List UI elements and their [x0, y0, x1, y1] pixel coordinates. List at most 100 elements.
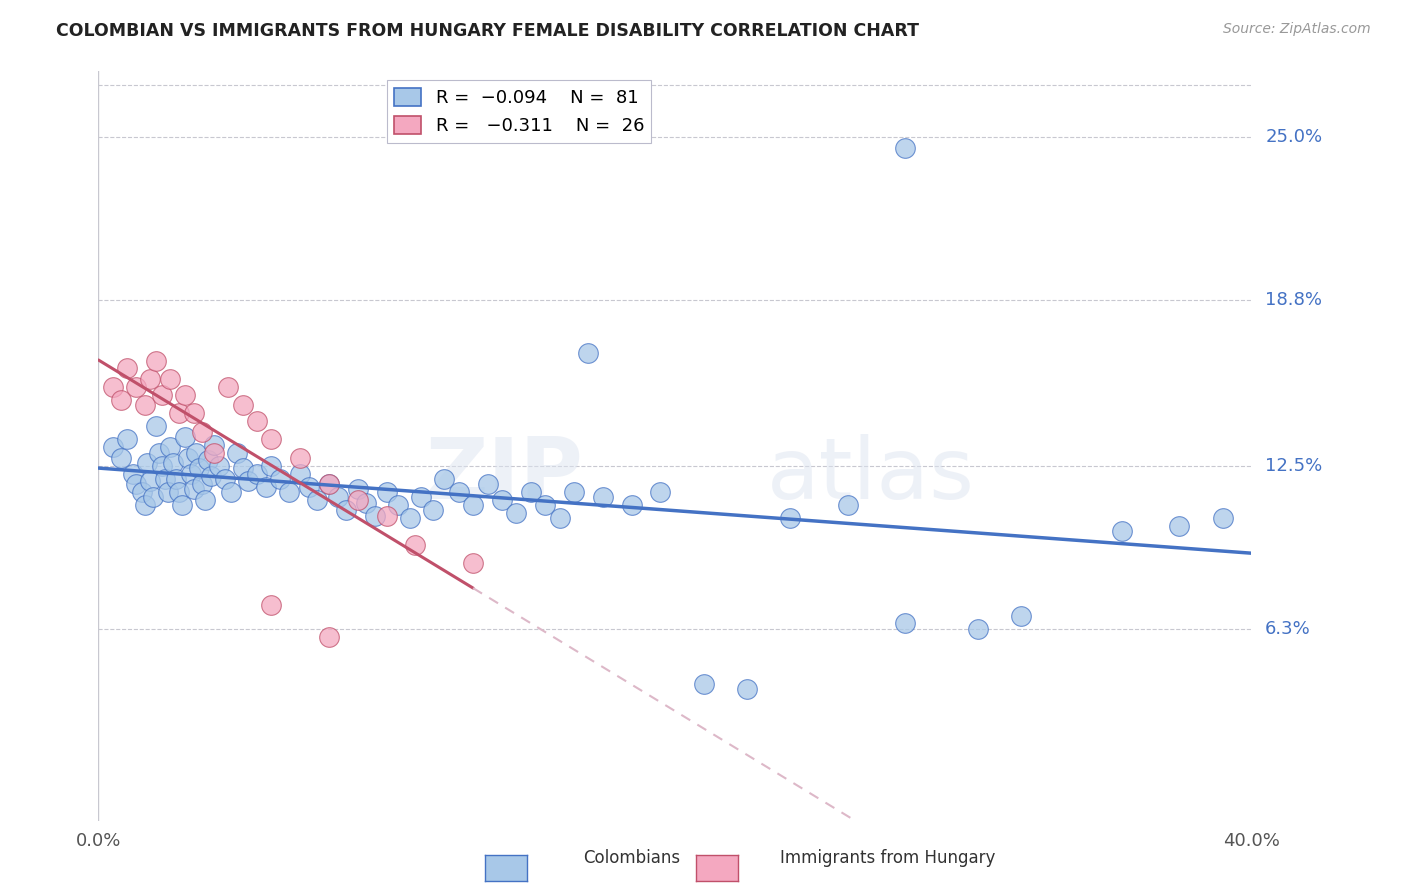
Point: [318, 477, 340, 491]
Point: [1212, 511, 1234, 525]
Text: 25.0%: 25.0%: [1265, 128, 1323, 146]
Point: [122, 467, 145, 481]
Point: [131, 485, 153, 500]
Point: [326, 490, 349, 504]
Point: [246, 467, 269, 481]
Legend: R =  −0.094    N =  81, R =   −0.311    N =  26: R = −0.094 N = 81, R = −0.311 N = 26: [387, 80, 651, 143]
Point: [411, 490, 433, 504]
Point: [202, 438, 225, 452]
Point: [433, 472, 456, 486]
Point: [217, 380, 239, 394]
Point: [346, 492, 368, 507]
Point: [194, 492, 217, 507]
Point: [170, 498, 193, 512]
Point: [134, 498, 156, 512]
Point: [387, 498, 409, 512]
Point: [165, 472, 187, 486]
Point: [534, 498, 557, 512]
Point: [162, 456, 184, 470]
Point: [318, 630, 340, 644]
Point: [101, 440, 124, 454]
Point: [159, 372, 181, 386]
Point: [693, 677, 716, 691]
Point: [894, 616, 917, 631]
Point: [136, 456, 159, 470]
Point: [620, 498, 643, 512]
Point: [101, 380, 124, 394]
Point: [966, 622, 988, 636]
Point: [183, 483, 205, 497]
Point: [1010, 608, 1032, 623]
Point: [167, 406, 190, 420]
Text: COLOMBIAN VS IMMIGRANTS FROM HUNGARY FEMALE DISABILITY CORRELATION CHART: COLOMBIAN VS IMMIGRANTS FROM HUNGARY FEM…: [56, 22, 920, 40]
Point: [335, 503, 357, 517]
Point: [422, 503, 444, 517]
Point: [477, 477, 499, 491]
Point: [150, 458, 173, 473]
Point: [197, 453, 219, 467]
Point: [188, 461, 211, 475]
Point: [318, 477, 340, 491]
Text: 12.5%: 12.5%: [1265, 457, 1323, 475]
Point: [200, 469, 222, 483]
Point: [1111, 524, 1133, 539]
Text: Source: ZipAtlas.com: Source: ZipAtlas.com: [1223, 22, 1371, 37]
Point: [837, 498, 859, 512]
Point: [592, 490, 614, 504]
Point: [180, 467, 202, 481]
Point: [307, 492, 329, 507]
Text: Colombians: Colombians: [583, 849, 681, 867]
Text: 6.3%: 6.3%: [1265, 620, 1310, 638]
Point: [125, 380, 148, 394]
Point: [447, 485, 470, 500]
Point: [117, 361, 139, 376]
Point: [186, 445, 208, 459]
Point: [183, 406, 205, 420]
Text: Immigrants from Hungary: Immigrants from Hungary: [780, 849, 995, 867]
Point: [225, 445, 247, 459]
Point: [231, 398, 254, 412]
Point: [208, 458, 231, 473]
Point: [260, 433, 283, 447]
Point: [277, 485, 299, 500]
Point: [779, 511, 801, 525]
Point: [548, 511, 571, 525]
Point: [298, 480, 321, 494]
Point: [167, 485, 190, 500]
Point: [139, 475, 162, 489]
Point: [364, 508, 387, 523]
Point: [346, 483, 368, 497]
Point: [578, 345, 600, 359]
Point: [145, 353, 167, 368]
Point: [110, 450, 132, 465]
Point: [238, 475, 260, 489]
Point: [174, 388, 197, 402]
Point: [260, 598, 283, 612]
Point: [110, 392, 132, 407]
Point: [142, 490, 165, 504]
Point: [156, 485, 179, 500]
Point: [269, 472, 291, 486]
Point: [356, 495, 378, 509]
Point: [894, 140, 917, 154]
Text: 18.8%: 18.8%: [1265, 291, 1322, 310]
Point: [134, 398, 156, 412]
Point: [214, 472, 236, 486]
Point: [191, 425, 214, 439]
Point: [202, 445, 225, 459]
Text: ZIP: ZIP: [425, 434, 582, 517]
Point: [398, 511, 420, 525]
Point: [117, 433, 139, 447]
Point: [1168, 519, 1191, 533]
Point: [461, 498, 484, 512]
Point: [150, 388, 173, 402]
Point: [260, 458, 283, 473]
Point: [139, 372, 162, 386]
Point: [177, 450, 200, 465]
Point: [505, 506, 527, 520]
Point: [290, 467, 312, 481]
Point: [159, 440, 181, 454]
Point: [735, 682, 758, 697]
Point: [153, 472, 176, 486]
Point: [125, 477, 148, 491]
